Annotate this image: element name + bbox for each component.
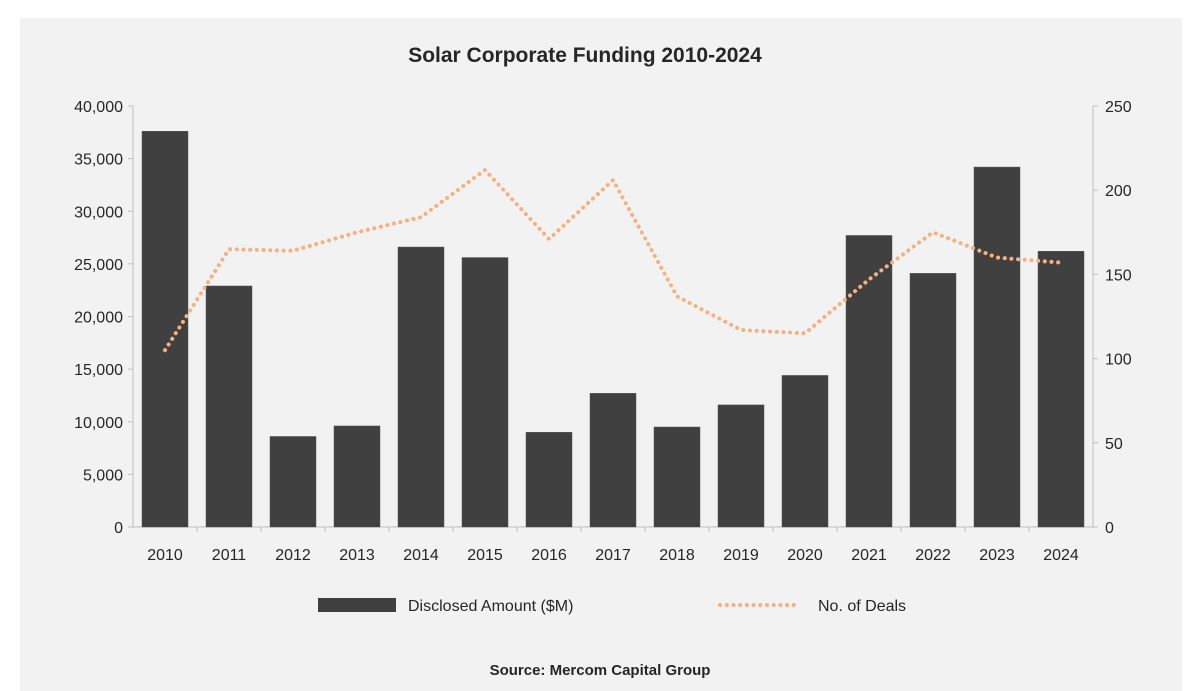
legend: Disclosed Amount ($M) No. of Deals: [318, 598, 906, 615]
right-tick-label: 50: [1105, 436, 1123, 453]
right-tick-label: 250: [1105, 99, 1132, 116]
bar-2018: [653, 426, 701, 528]
right-tick-label: 0: [1105, 520, 1114, 537]
left-tick-label: 10,000: [74, 415, 123, 432]
right-tick-label: 150: [1105, 267, 1132, 284]
source-note: Source: Mercom Capital Group: [490, 662, 711, 679]
x-tick-label: 2015: [467, 547, 503, 564]
bar-2017: [589, 393, 637, 528]
x-tick-label: 2024: [1043, 547, 1079, 564]
legend-label-amount: Disclosed Amount ($M): [408, 598, 573, 615]
bar-2023: [973, 166, 1021, 528]
left-tick-label: 5,000: [83, 467, 123, 484]
bar-2020: [781, 375, 829, 528]
bar-2015: [461, 257, 509, 528]
x-tick-label: 2011: [212, 547, 247, 564]
bar-2016: [525, 432, 573, 528]
bar-2013: [333, 425, 381, 528]
x-tick-label: 2022: [915, 547, 951, 564]
x-tick-label: 2016: [531, 547, 567, 564]
x-tick-label: 2017: [595, 547, 631, 564]
x-tick-label: 2021: [851, 547, 887, 564]
bar-2019: [717, 404, 765, 528]
x-tick-label: 2020: [787, 547, 823, 564]
right-tick-label: 100: [1105, 352, 1132, 369]
right-tick-label: 200: [1105, 183, 1132, 200]
x-tick-label: 2014: [403, 547, 439, 564]
bar-2014: [397, 246, 445, 528]
left-tick-label: 25,000: [74, 257, 123, 274]
bar-2021: [845, 235, 893, 528]
left-tick-label: 30,000: [74, 204, 123, 221]
bar-2012: [269, 436, 317, 528]
x-tick-label: 2019: [723, 547, 759, 564]
bar-2022: [909, 273, 957, 528]
left-tick-label: 20,000: [74, 310, 123, 327]
left-tick-label: 15,000: [74, 362, 123, 379]
bar-2024: [1037, 250, 1085, 528]
bar-2011: [205, 285, 253, 528]
left-tick-label: 0: [114, 520, 123, 537]
x-tick-label: 2018: [659, 547, 695, 564]
legend-swatch-bar: [318, 598, 396, 612]
chart-title: Solar Corporate Funding 2010-2024: [408, 44, 762, 67]
x-tick-label: 2023: [979, 547, 1015, 564]
x-tick-label: 2013: [339, 547, 375, 564]
x-tick-label: 2012: [275, 547, 311, 564]
left-tick-label: 35,000: [74, 152, 123, 169]
x-tick-label: 2010: [147, 547, 183, 564]
left-tick-label: 40,000: [74, 99, 123, 116]
legend-label-deals: No. of Deals: [818, 598, 906, 615]
bar-2010: [141, 131, 189, 528]
